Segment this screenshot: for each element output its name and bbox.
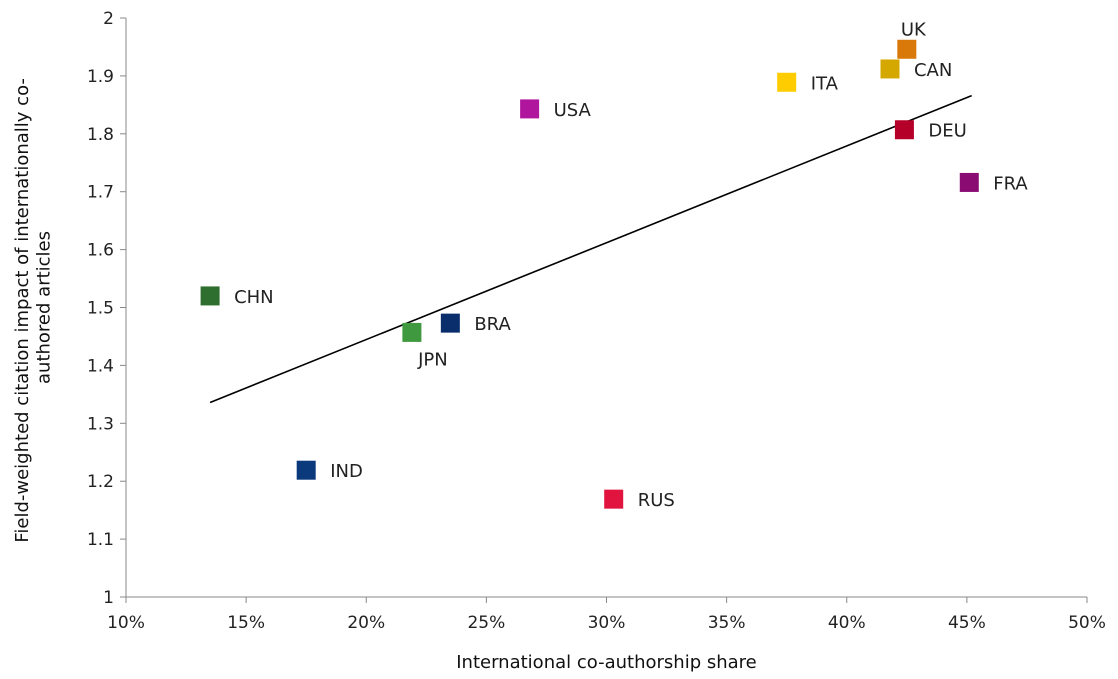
y-tick-label: 1.6 [87, 241, 114, 261]
y-tick-label: 1.5 [87, 299, 114, 319]
data-point-deu [894, 120, 914, 140]
x-ticks: 10% 15% 20% 25% 30% 35% 40% 45% 50% [107, 597, 1106, 633]
x-tick-label: 15% [227, 613, 265, 633]
y-tick-label: 1.4 [87, 356, 114, 376]
x-tick-label: 30% [588, 613, 626, 633]
data-point-bra [440, 313, 460, 333]
point-label-can: CAN [914, 60, 952, 81]
point-label-ita: ITA [811, 73, 839, 94]
x-tick-label: 20% [347, 613, 385, 633]
point-label-rus: RUS [638, 490, 675, 511]
point-label-chn: CHN [234, 287, 274, 308]
data-point-rus [604, 489, 624, 509]
y-tick-label: 1.8 [87, 125, 114, 145]
point-label-ind: IND [330, 461, 363, 482]
data-point-jpn [402, 322, 422, 342]
data-point-chn [200, 286, 220, 306]
x-tick-label: 25% [467, 613, 505, 633]
y-tick-label: 2 [103, 9, 114, 29]
y-tick-label: 1.3 [87, 414, 114, 434]
x-tick-label: 35% [708, 613, 746, 633]
x-axis-title: International co-authorship share [456, 652, 757, 673]
x-tick-label: 45% [948, 613, 986, 633]
y-tick-label: 1.9 [87, 67, 114, 87]
point-label-deu: DEU [928, 121, 966, 142]
y-axis-title-line-2: authored articles [34, 231, 55, 384]
data-point-ind [296, 460, 316, 480]
point-label-jpn: JPN [417, 349, 448, 370]
point-label-bra: BRA [474, 314, 511, 335]
data-points: UK CAN ITA USA DEU FRA CHN BRA JPN IND RUS [200, 19, 1028, 511]
y-tick-label: 1 [103, 588, 114, 608]
y-ticks: 1 1.1 1.2 1.3 1.4 1.5 1.6 1.7 1.8 1.9 2 [87, 9, 126, 608]
x-tick-label: 50% [1068, 613, 1106, 633]
x-tick-label: 10% [107, 613, 145, 633]
data-point-can [880, 59, 900, 79]
data-point-ita [777, 72, 797, 92]
data-point-uk [897, 39, 917, 59]
x-tick-label: 40% [828, 613, 866, 633]
point-label-usa: USA [554, 100, 592, 121]
y-tick-label: 1.7 [87, 183, 114, 203]
point-label-uk: UK [901, 19, 927, 40]
y-axis-title-line-1: Field-weighted citation impact of intern… [12, 78, 33, 543]
point-label-fra: FRA [993, 173, 1028, 194]
data-point-fra [959, 172, 979, 192]
trendline-group [209, 94, 972, 404]
data-point-usa [520, 99, 540, 119]
trendline [209, 94, 972, 404]
y-axis-title: Field-weighted citation impact of intern… [12, 72, 55, 542]
y-tick-label: 1.1 [87, 530, 114, 550]
y-tick-label: 1.2 [87, 472, 114, 492]
